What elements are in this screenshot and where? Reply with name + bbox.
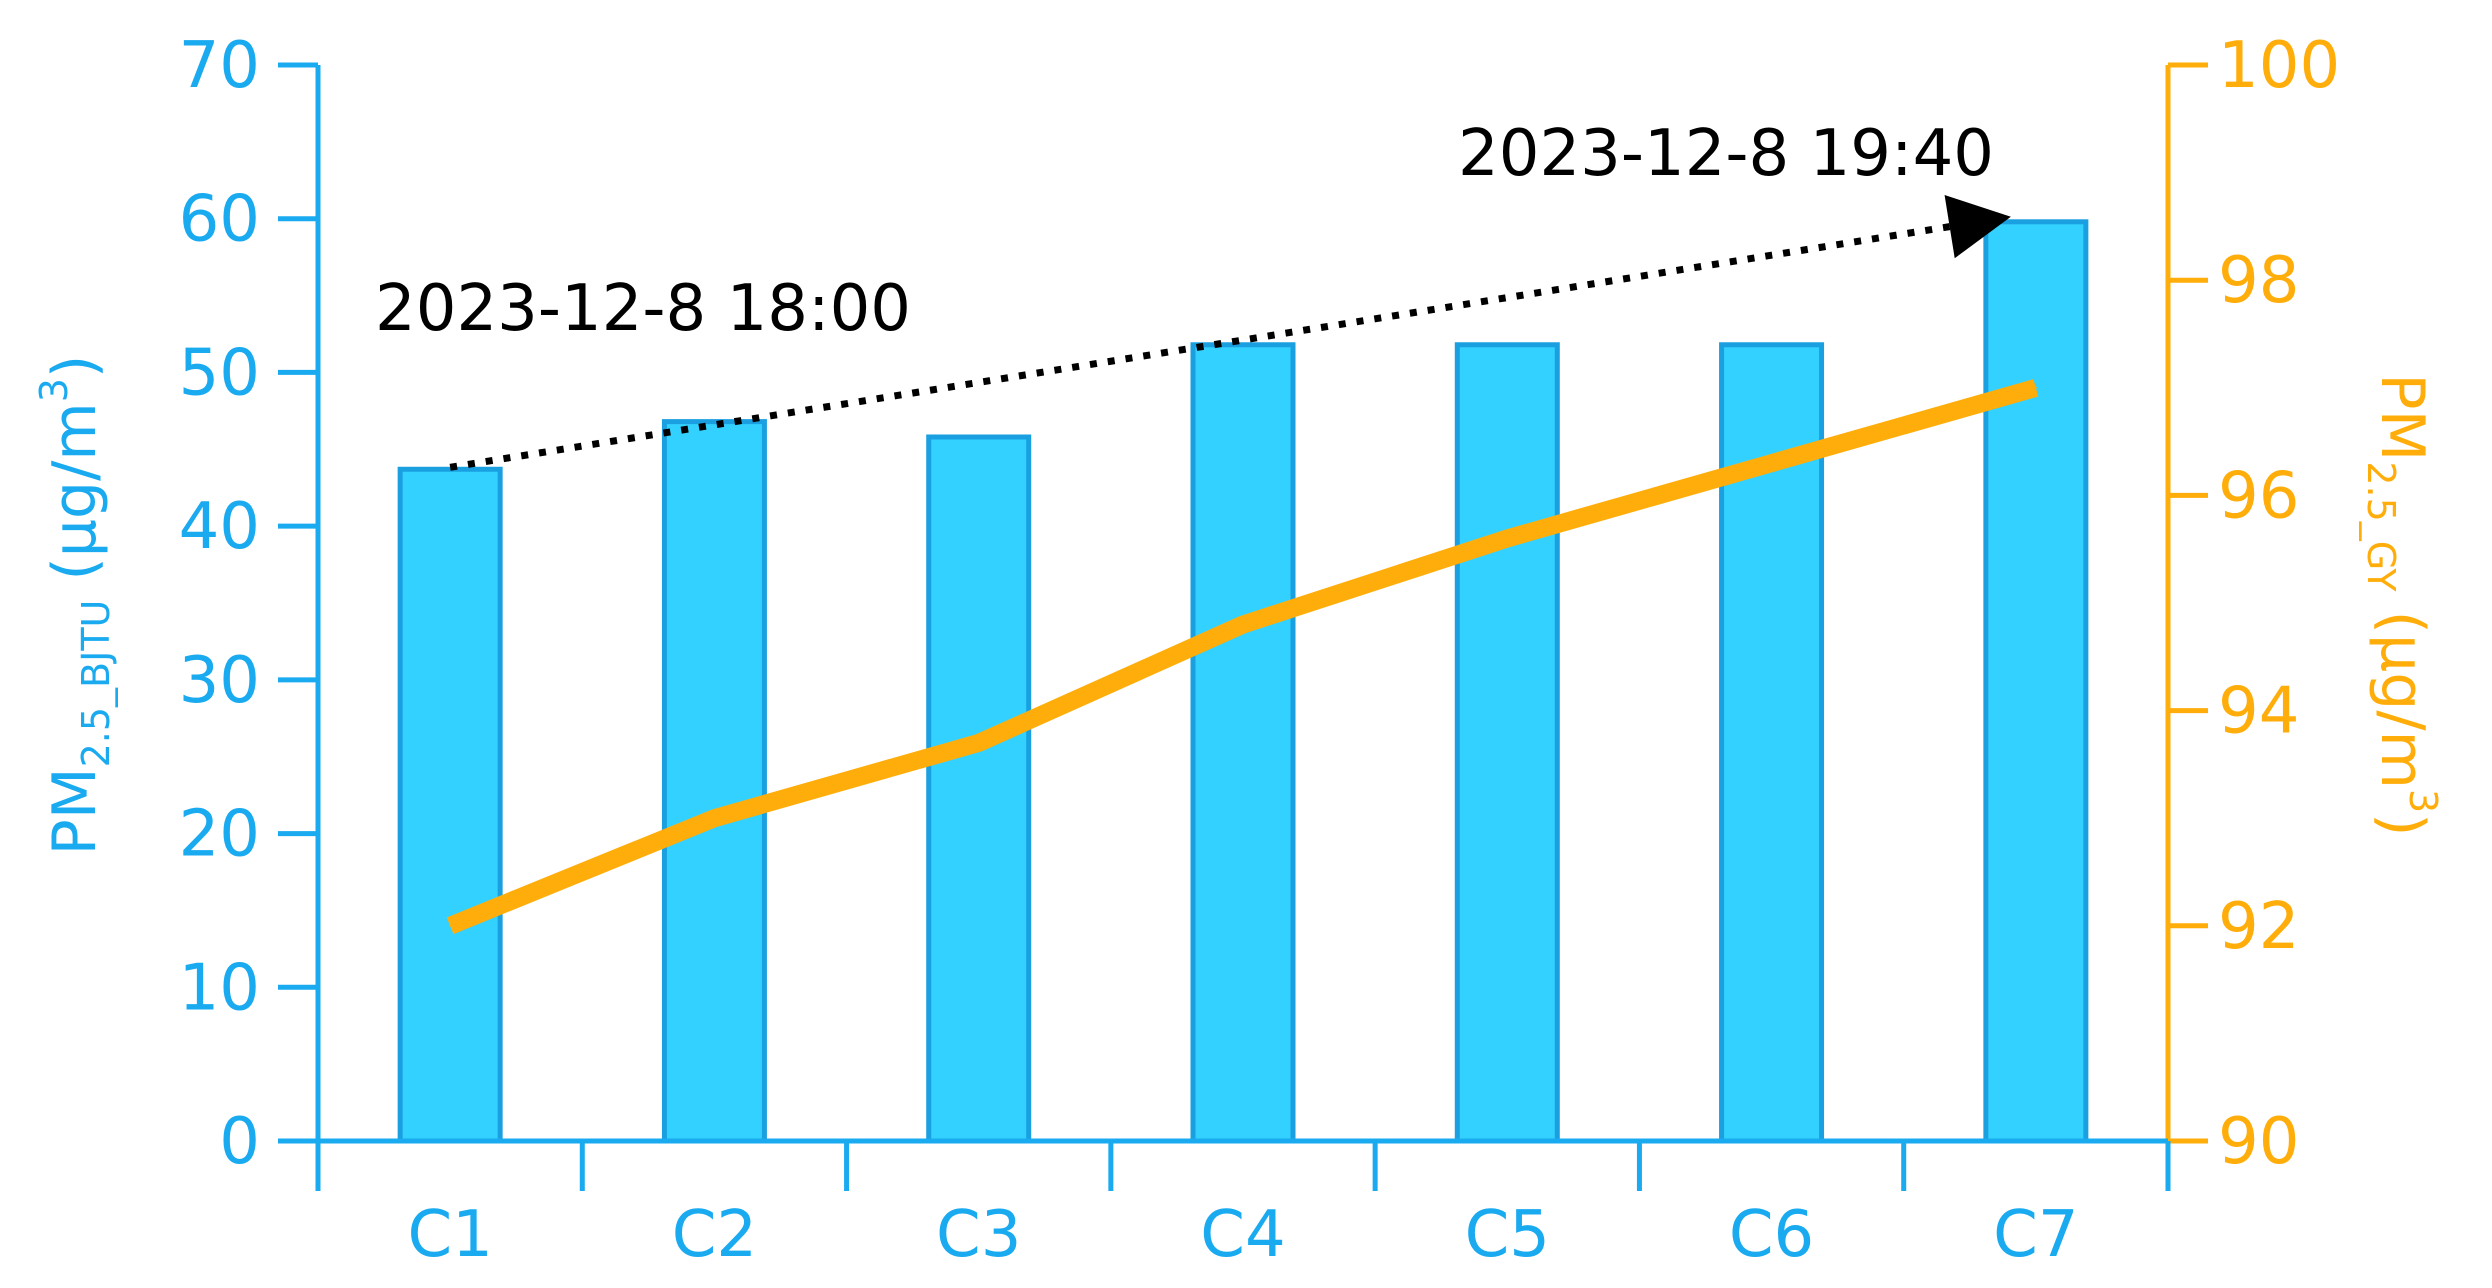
annotation-arrow-line (449, 223, 1951, 471)
right-tick-label: 100 (2218, 29, 2340, 103)
left-tick-label: 30 (179, 644, 260, 718)
line-point-C7 (2034, 386, 2037, 389)
bar-C1 (397, 466, 503, 1144)
line-point-C4 (1242, 623, 1244, 626)
bar-C4 (1190, 342, 1296, 1144)
line-layer (446, 379, 2039, 935)
annotation-start-label: 2023-12-8 18:00 (375, 272, 911, 346)
x-tick-label: C5 (1465, 1198, 1550, 1272)
x-tick-label: C1 (407, 1198, 492, 1272)
line-point-C1 (449, 924, 452, 927)
right-axis-title: PM2.5_GY (µg/m3) (2359, 373, 2445, 836)
right-tick-label: 90 (2218, 1105, 2299, 1179)
left-axis: 0 10 20 30 40 50 60 70 (179, 29, 321, 1179)
x-tick-label: C2 (672, 1198, 757, 1272)
line-point-C6 (1770, 462, 1773, 465)
line-point-C5 (1506, 537, 1509, 540)
annotation-arrow-head (1944, 195, 2011, 259)
right-axis: 90 92 94 96 98 100 (2165, 29, 2340, 1179)
left-tick-label: 10 (179, 951, 260, 1025)
bar-C3 (926, 434, 1032, 1144)
x-tick-label: C6 (1729, 1198, 1814, 1272)
left-tick-label: 40 (179, 490, 260, 564)
line-point-C3 (977, 741, 980, 744)
right-tick-label: 96 (2218, 459, 2299, 533)
left-tick-label: 60 (179, 183, 260, 257)
annotation-layer (449, 195, 2011, 471)
right-tick-label: 98 (2218, 244, 2299, 318)
right-tick-label: 94 (2218, 675, 2299, 749)
bars-layer (397, 219, 2089, 1144)
x-tick-label: C3 (936, 1198, 1021, 1272)
x-axis: C1 C2 C3 C4 C5 C6 C7 (315, 1138, 2171, 1272)
bar-C2 (661, 419, 767, 1144)
left-tick-label: 50 (179, 336, 260, 410)
left-axis-title: PM2.5_BJTU (µg/m3) (32, 355, 118, 856)
bar-C7 (1983, 219, 2089, 1144)
x-tick-label: C4 (1200, 1198, 1285, 1272)
x-tick-label: C7 (1993, 1198, 2078, 1272)
left-tick-label: 20 (179, 798, 260, 872)
left-tick-label: 0 (219, 1105, 260, 1179)
annotation-end-label: 2023-12-8 19:40 (1458, 117, 1994, 191)
line-point-C2 (713, 817, 716, 820)
right-tick-label: 92 (2218, 890, 2299, 964)
left-tick-label: 70 (179, 29, 260, 103)
bar-C5 (1454, 342, 1560, 1144)
